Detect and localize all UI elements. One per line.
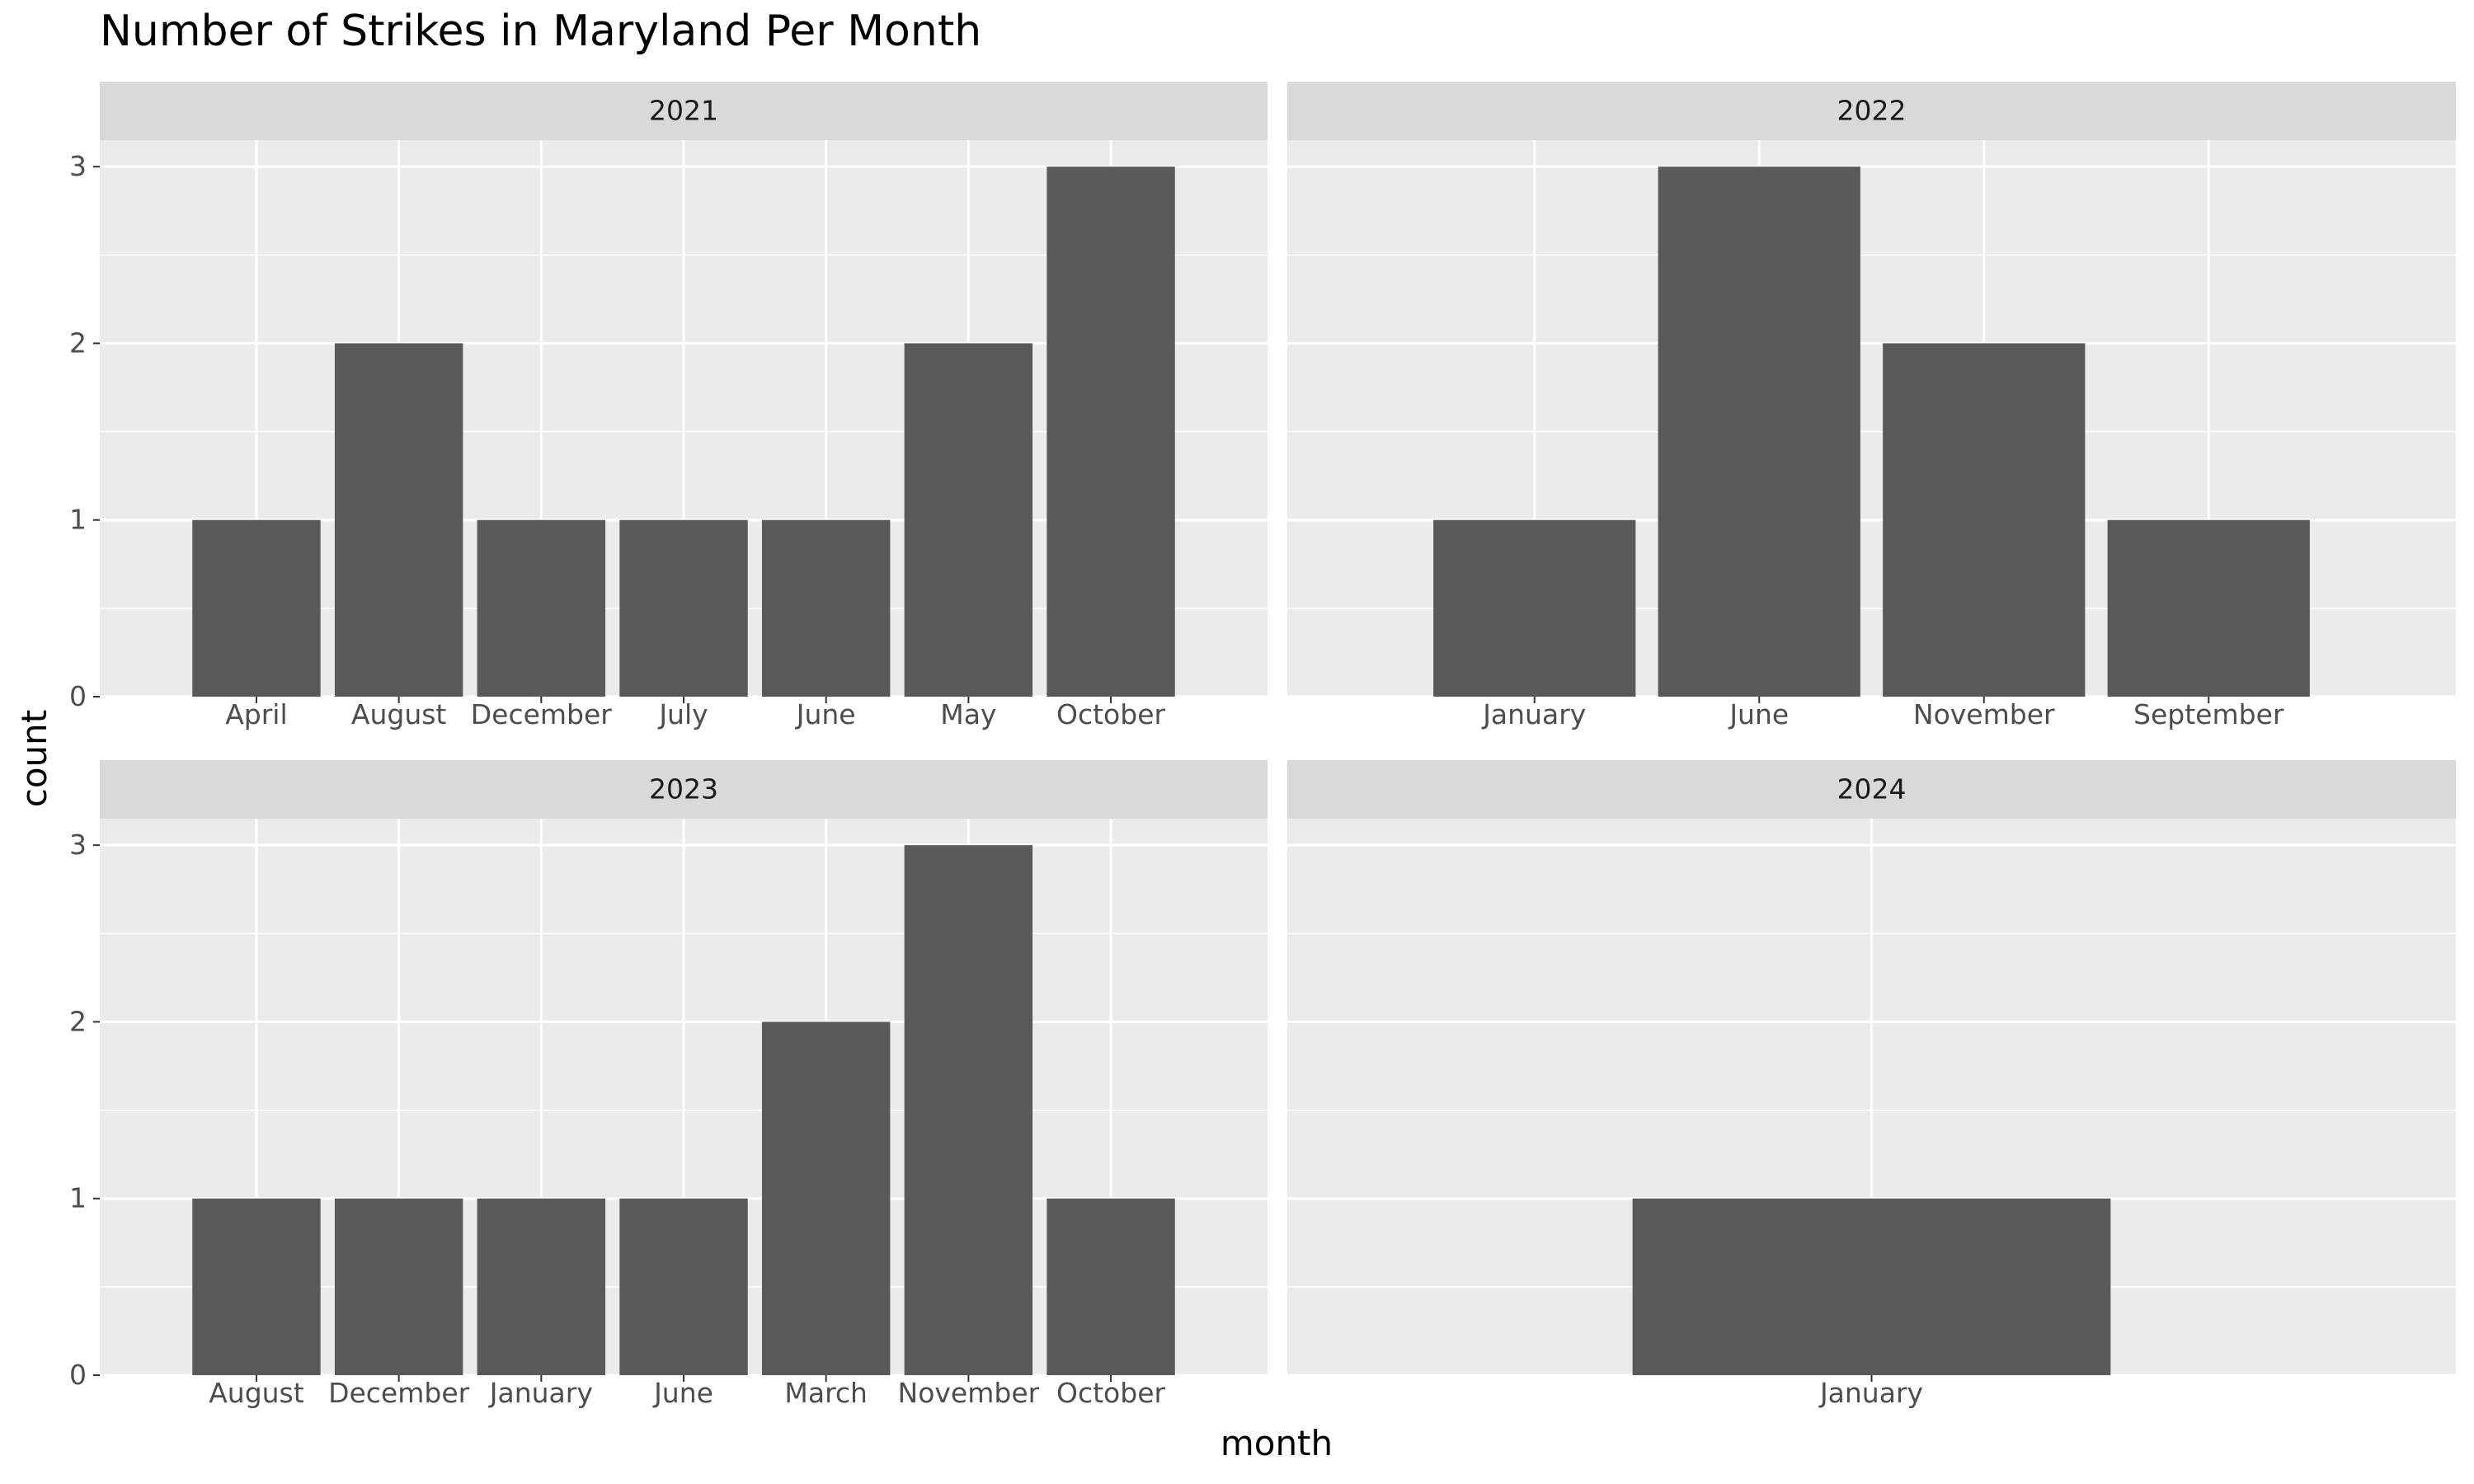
bar-november: [904, 845, 1033, 1375]
x-tick-label: October: [1056, 1377, 1165, 1409]
x-tick-label: January: [1481, 698, 1586, 730]
bar-october: [1047, 167, 1175, 697]
strip-background: [1287, 82, 2456, 140]
strip-background: [100, 82, 1268, 140]
bar-october: [1047, 1198, 1175, 1375]
x-tick-label: November: [898, 1377, 1040, 1409]
bar-june: [761, 519, 891, 697]
y-tick-label: 2: [69, 1005, 87, 1037]
y-axis-title: count: [14, 710, 54, 808]
y-tick-label: 0: [69, 1359, 87, 1391]
chart-title: Number of Strikes in Maryland Per Month: [100, 7, 982, 56]
bar-december: [334, 1198, 463, 1375]
strip-label: 2021: [649, 95, 718, 127]
bar-august: [334, 343, 463, 697]
strip-label: 2022: [1837, 95, 1907, 127]
strip-background: [1287, 760, 2456, 819]
y-tick-label: 0: [69, 680, 87, 712]
x-tick-label: January: [488, 1377, 593, 1409]
x-tick-label: December: [328, 1377, 470, 1409]
panel-2022: 2022 January June November September: [1287, 82, 2456, 730]
y-tick-label: 3: [69, 150, 87, 182]
bar-january: [477, 1198, 606, 1375]
y-tick-label: 2: [69, 326, 87, 359]
y-tick-label: 1: [69, 504, 87, 536]
bar-december: [477, 519, 606, 697]
x-tick-label: January: [1818, 1377, 1923, 1409]
x-tick-label: March: [784, 1377, 868, 1409]
strip-background: [100, 760, 1268, 819]
y-tick-label: 3: [69, 829, 87, 861]
panel-2024: 2024 January: [1287, 760, 2456, 1409]
x-tick-label: August: [351, 698, 447, 730]
y-tick-label: 1: [69, 1182, 87, 1214]
bar-june: [619, 1198, 748, 1375]
panel-2021: 2021 April August December July June May Octobe…: [69, 82, 1268, 730]
x-tick-label: September: [2133, 698, 2284, 730]
bar-august: [192, 1198, 321, 1375]
bar-july: [619, 519, 748, 697]
x-tick-label: October: [1056, 698, 1165, 730]
bar-january: [1632, 1198, 2111, 1375]
x-tick-label: May: [940, 698, 996, 730]
bar-march: [761, 1021, 891, 1375]
x-tick-label: November: [1913, 698, 2055, 730]
x-tick-label: July: [657, 698, 708, 730]
bar-april: [192, 519, 321, 697]
bar-january: [1433, 519, 1636, 697]
strip-label: 2023: [649, 773, 718, 805]
bar-november: [1883, 343, 2086, 697]
x-tick-label: June: [1728, 698, 1789, 730]
strip-label: 2024: [1837, 773, 1907, 805]
x-axis-title: month: [1221, 1423, 1333, 1463]
x-tick-label: June: [795, 698, 856, 730]
bar-september: [2107, 519, 2310, 697]
bar-june: [1658, 167, 1860, 697]
panel-2023: 2023 August December January June March Novemb…: [69, 760, 1268, 1409]
x-tick-label: June: [652, 1377, 713, 1409]
x-tick-label: August: [209, 1377, 304, 1409]
bar-may: [904, 343, 1033, 697]
x-tick-label: December: [471, 698, 613, 730]
x-tick-label: April: [225, 698, 287, 730]
